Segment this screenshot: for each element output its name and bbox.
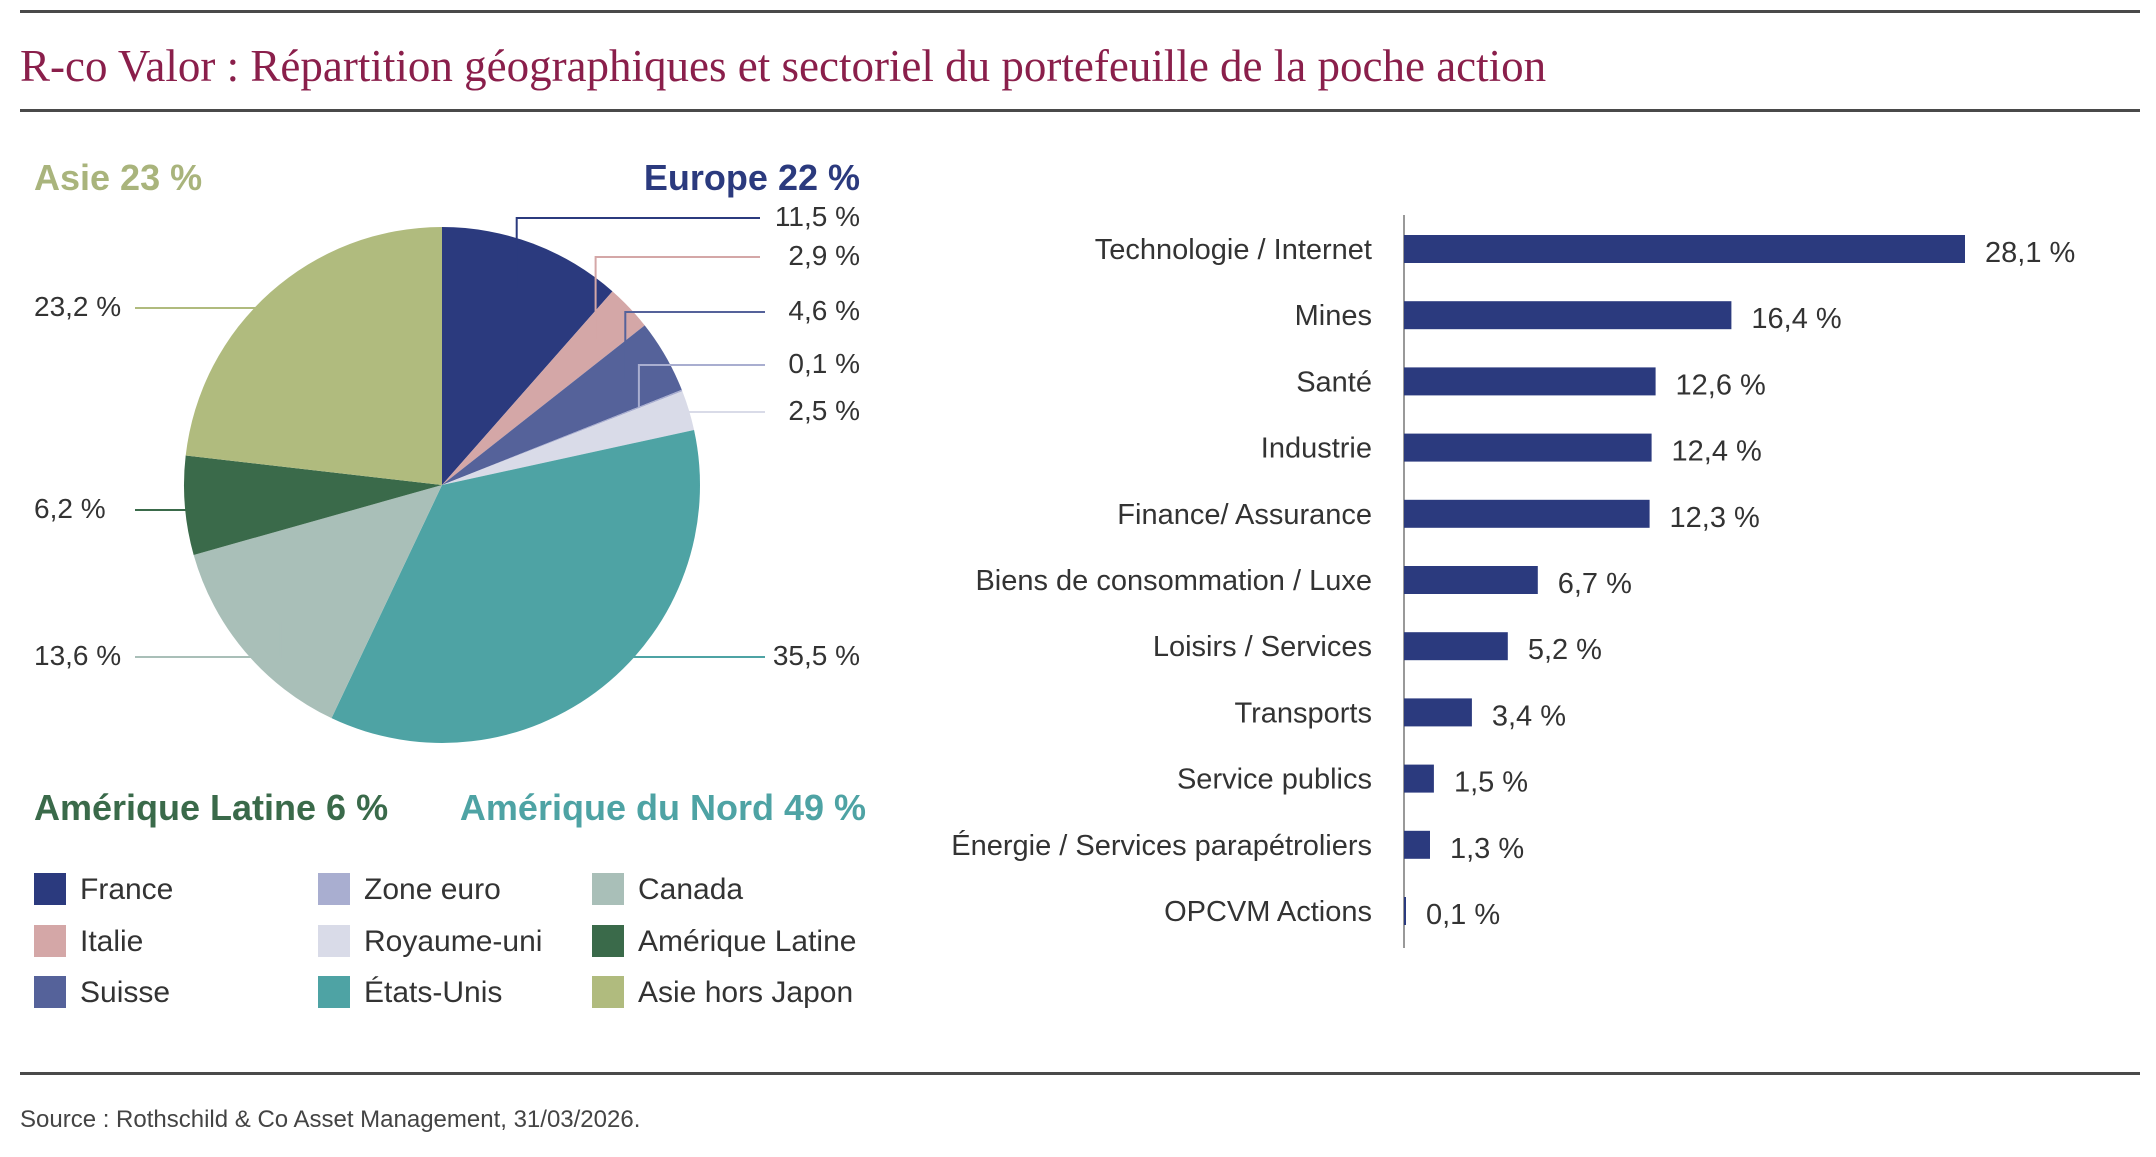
pie-slice-royaume-uni [442,391,695,485]
bar-value-label-sante: 12,6 % [1676,369,1766,401]
legend-label-amerique-latine: Amérique Latine [638,925,856,958]
bar-chart: Technologie / Internet 28,1 % Mines 16,4 % S… [951,215,2075,948]
bar-value-label-loisirs-services: 5,2 % [1528,634,1602,666]
leader-line-zone-euro [637,364,765,408]
leader-line-italie [594,256,760,340]
legend-swatch-france [34,873,66,905]
bar-category-label-industrie: Industrie [1261,433,1372,465]
bar-category-label-technologie-internet: Technologie / Internet [1095,234,1372,266]
legend-label-zone-euro: Zone euro [364,873,501,906]
bar-category-label-transports: Transports [1234,697,1372,729]
bar-industrie [1404,433,1652,462]
bar-loisirs-services [1404,632,1508,661]
legend-swatch-suisse [34,976,66,1008]
legend-swatch-amerique-latine [592,925,624,957]
bar-value-label-service-publics: 1,5 % [1454,767,1528,799]
bar-value-label-energie-services-parapetroliers: 1,3 % [1450,833,1524,865]
leader-line-amerique-latine [135,501,233,511]
pie-value-label-italie: 2,9 % [788,240,860,271]
legend-label-asie-hors-japon: Asie hors Japon [638,976,853,1009]
bar-category-label-mines: Mines [1295,300,1372,332]
bar-mines [1404,301,1732,330]
legend-label-canada: Canada [638,873,743,906]
legend-swatch-asie-hors-japon [592,976,624,1008]
pie-slice-italie [442,291,645,485]
leader-line-etats-unis [572,650,765,658]
leader-line-france [515,217,760,288]
bar-service-publics [1404,764,1434,793]
chart-title: R-co Valor : Répartition géographiques e… [20,41,1547,91]
pie-slice-france [442,227,613,485]
pie-slice-etats-unis [331,429,700,744]
leader-line-royaume-uni [643,411,765,424]
bar-category-label-finance-assurance: Finance/ Assurance [1117,499,1372,531]
pie-value-label-canada: 13,6 % [34,640,121,671]
legend-label-royaume-uni: Royaume-uni [364,925,542,958]
region-label-amerique-latine-6: Amérique Latine 6 % [34,787,388,828]
legend-swatch-canada [592,873,624,905]
region-label-europe-22: Europe 22 % [644,157,860,198]
bar-transports [1404,698,1472,727]
pie-value-label-royaume-uni: 2,5 % [788,395,860,426]
bar-value-label-transports: 3,4 % [1492,700,1566,732]
legend-label-italie: Italie [80,925,143,958]
pie-value-label-zone-euro: 0,1 % [788,348,860,379]
pie-value-label-amerique-latine: 6,2 % [34,493,106,524]
pie-value-label-suisse: 4,6 % [788,295,860,326]
bar-energie-services-parapetroliers [1404,830,1430,859]
pie-slice-canada [193,485,442,719]
bottom-rule [20,1072,2140,1075]
legend-label-suisse: Suisse [80,976,170,1009]
pie-slice-zone-euro [442,389,683,485]
bar-sante [1404,367,1656,396]
pie-slice-asie-hors-japon [185,227,442,485]
pie-slice-suisse [442,325,682,485]
bar-category-label-opcvm-actions: OPCVM Actions [1164,896,1372,928]
leader-line-asie-hors-japon [135,307,303,328]
bar-value-label-industrie: 12,4 % [1672,436,1762,468]
pie-slice-amerique-latine [184,455,442,555]
bar-category-label-sante: Santé [1296,366,1372,398]
bar-category-label-biens-de-consommation-luxe: Biens de consommation / Luxe [975,565,1372,597]
pie-chart: Asie 23 % Europe 22 % Amérique Latine 6 % A… [34,157,866,1009]
legend-label-etats-unis: États-Unis [364,976,502,1009]
bar-category-label-loisirs-services: Loisirs / Services [1153,631,1372,663]
bar-value-label-technologie-internet: 28,1 % [1985,237,2075,269]
bar-finance-assurance [1404,499,1650,528]
leader-line-suisse [624,311,765,380]
legend-label-france: France [80,873,173,906]
pie-value-label-france: 11,5 % [775,201,860,232]
bar-value-label-biens-de-consommation-luxe: 6,7 % [1558,568,1632,600]
bar-value-label-opcvm-actions: 0,1 % [1426,899,1500,931]
legend-swatch-royaume-uni [318,925,350,957]
bar-opcvm-actions [1404,897,1406,925]
pie-value-label-asie-hors-japon: 23,2 % [34,291,121,322]
bar-biens-de-consommation-luxe [1404,566,1538,594]
leader-line-canada [135,621,282,658]
legend-swatch-etats-unis [318,976,350,1008]
bar-category-label-service-publics: Service publics [1177,764,1372,796]
legend-swatch-zone-euro [318,873,350,905]
bar-value-label-finance-assurance: 12,3 % [1670,502,1760,534]
bar-category-label-energie-services-parapetroliers: Énergie / Services parapétroliers [951,829,1372,862]
legend-swatch-italie [34,925,66,957]
top-rule [20,10,2140,13]
bar-technologie-internet [1404,235,1965,263]
bar-value-label-mines: 16,4 % [1751,303,1841,335]
region-label-amerique-du-nord-49: Amérique du Nord 49 % [460,787,866,828]
source-note: Source : Rothschild & Co Asset Managemen… [20,1106,641,1133]
region-label-asie-23: Asie 23 % [34,157,202,198]
title-rule [20,109,2140,112]
pie-value-label-etats-unis: 35,5 % [773,640,860,671]
